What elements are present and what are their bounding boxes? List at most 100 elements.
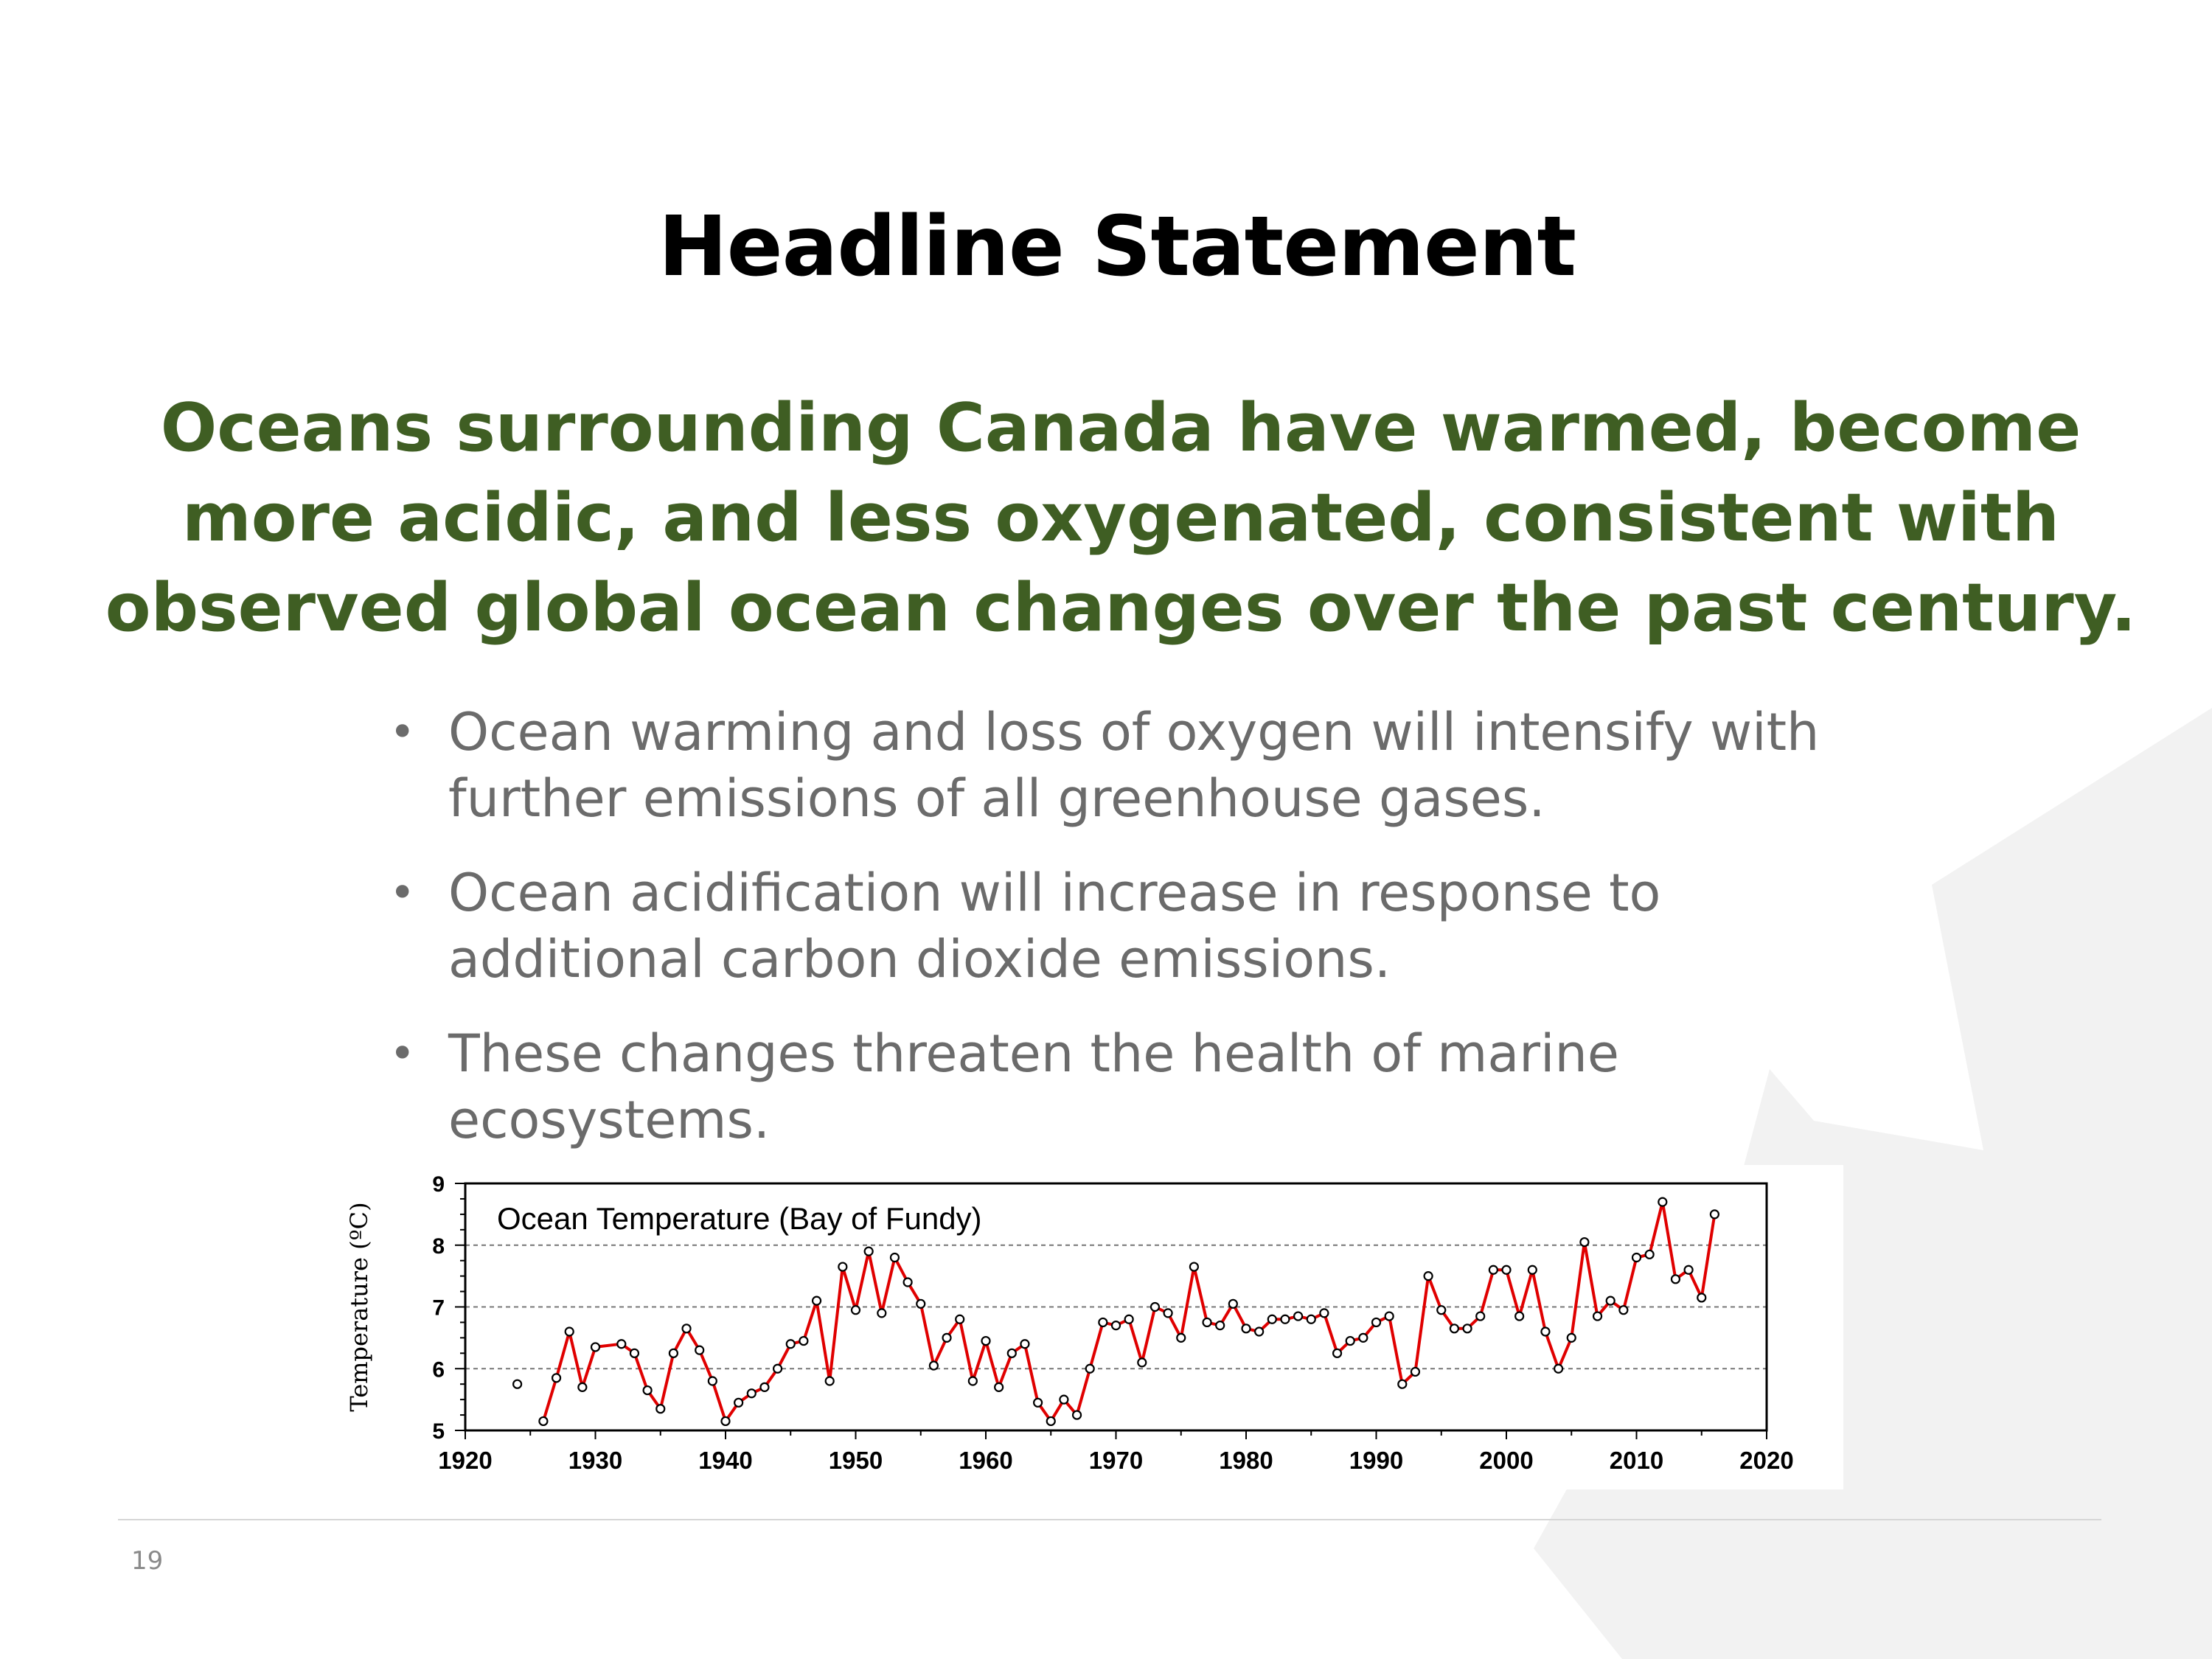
- x-tick-label: 1920: [438, 1447, 492, 1474]
- data-point: [668, 1348, 678, 1358]
- data-point: [564, 1326, 574, 1337]
- data-point: [1150, 1301, 1161, 1312]
- x-tick-label: 1980: [1219, 1447, 1273, 1474]
- data-point: [1462, 1324, 1472, 1334]
- data-point: [1215, 1321, 1225, 1331]
- data-point: [863, 1246, 874, 1256]
- data-point: [1540, 1326, 1551, 1337]
- data-point: [1163, 1308, 1173, 1318]
- data-point: [1241, 1324, 1251, 1334]
- data-point: [512, 1379, 523, 1389]
- bullet-marker: •: [389, 706, 416, 758]
- y-tick-label: 7: [432, 1296, 445, 1321]
- data-point: [1293, 1311, 1304, 1321]
- data-point: [1644, 1249, 1655, 1259]
- data-point: [1683, 1265, 1694, 1275]
- data-point: [1618, 1305, 1629, 1315]
- x-tick-label: 1930: [568, 1447, 622, 1474]
- y-tick-label: 5: [432, 1419, 445, 1444]
- data-point: [1658, 1197, 1668, 1207]
- data-point: [629, 1348, 640, 1358]
- data-point: [1553, 1363, 1564, 1374]
- bullet-marker: •: [389, 867, 416, 919]
- bullet-marker: •: [389, 1028, 416, 1079]
- data-point: [902, 1277, 913, 1287]
- data-point: [1371, 1317, 1382, 1328]
- data-point: [538, 1416, 549, 1427]
- chart-svg: 5 6 7 8 9 1920 1930 1940 1950 1960 1970 1980 1990 200…: [345, 1172, 1794, 1474]
- data-point: [1358, 1332, 1368, 1343]
- data-point: [1397, 1379, 1408, 1389]
- data-point: [1332, 1348, 1343, 1358]
- data-point: [981, 1335, 991, 1346]
- data-point: [838, 1262, 848, 1272]
- data-point: [785, 1339, 796, 1349]
- data-point: [994, 1382, 1004, 1392]
- data-point: [655, 1404, 666, 1414]
- data-point: [772, 1363, 783, 1374]
- x-tick-label: 1970: [1089, 1447, 1143, 1474]
- data-point: [889, 1252, 900, 1263]
- data-point: [1345, 1335, 1355, 1346]
- data-point: [616, 1339, 627, 1349]
- plot-frame: [464, 1182, 1768, 1432]
- data-point: [1319, 1308, 1329, 1318]
- data-point: [1124, 1314, 1134, 1324]
- data-point: [955, 1314, 965, 1324]
- footer-divider: [118, 1519, 2101, 1520]
- data-point: [928, 1360, 939, 1371]
- data-point: [1709, 1209, 1720, 1220]
- data-point: [1527, 1265, 1537, 1275]
- data-point: [1202, 1317, 1212, 1328]
- data-point: [590, 1342, 601, 1352]
- data-point: [1046, 1416, 1056, 1427]
- y-tick-label: 9: [432, 1172, 445, 1197]
- data-point: [1501, 1265, 1512, 1275]
- y-tick-label: 8: [432, 1234, 445, 1259]
- bullet-text: Ocean acidification will increase in res…: [448, 863, 1661, 990]
- data-point: [681, 1324, 692, 1334]
- data-point: [1306, 1314, 1316, 1324]
- x-tick-label: 2010: [1610, 1447, 1663, 1474]
- x-tick-label: 1940: [698, 1447, 752, 1474]
- data-point: [1267, 1314, 1277, 1324]
- bullet-text: Ocean warming and loss of oxygen will in…: [448, 702, 1820, 829]
- x-tick-label: 1950: [829, 1447, 883, 1474]
- data-point: [850, 1305, 861, 1315]
- data-point: [1071, 1410, 1082, 1420]
- bullet-text: These changes threaten the health of mar…: [448, 1023, 1619, 1150]
- data-point: [1280, 1314, 1290, 1324]
- y-axis-label: Temperature (ºC): [345, 1202, 373, 1411]
- data-point: [1410, 1366, 1421, 1377]
- data-point: [1189, 1262, 1200, 1272]
- data-point: [1475, 1311, 1486, 1321]
- data-point: [824, 1376, 835, 1386]
- data-point: [1670, 1274, 1681, 1284]
- data-point: [1254, 1326, 1265, 1337]
- data-point: [916, 1298, 926, 1309]
- data-point: [799, 1335, 809, 1346]
- x-tick-label: 1960: [959, 1447, 1012, 1474]
- x-tick-label: 2000: [1479, 1447, 1533, 1474]
- data-point: [1579, 1237, 1590, 1248]
- data-point: [759, 1382, 770, 1392]
- data-point: [1592, 1311, 1603, 1321]
- data-point: [1631, 1252, 1642, 1263]
- data-point: [720, 1416, 731, 1427]
- data-point: [1006, 1348, 1017, 1358]
- data-point: [1110, 1321, 1121, 1331]
- x-tick-label: 2020: [1739, 1447, 1793, 1474]
- chart-title: Ocean Temperature (Bay of Fundy): [497, 1201, 982, 1236]
- data-point: [877, 1308, 887, 1318]
- slide-title: Headline Statement: [658, 199, 1576, 295]
- data-point: [1228, 1298, 1238, 1309]
- data-point: [1514, 1311, 1525, 1321]
- bullet-item: • Ocean warming and loss of oxygen will i…: [383, 699, 1932, 832]
- data-point: [642, 1385, 653, 1396]
- data-point: [1059, 1394, 1069, 1405]
- data-point: [1423, 1271, 1433, 1281]
- data-point: [1020, 1339, 1030, 1349]
- data-point: [1384, 1311, 1394, 1321]
- page-number: 19: [131, 1546, 164, 1576]
